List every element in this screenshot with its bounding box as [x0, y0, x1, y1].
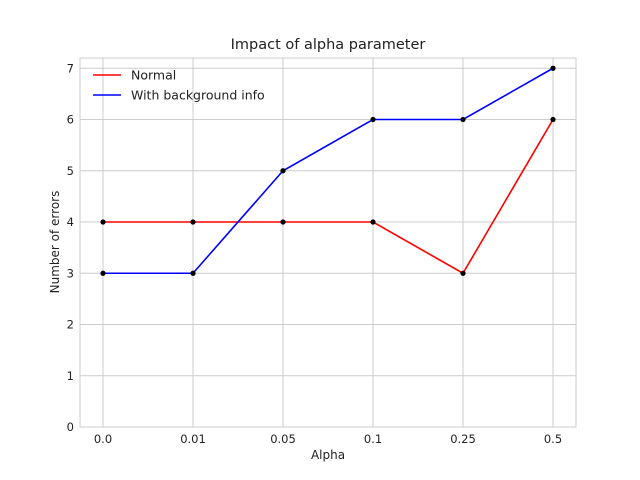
x-tick-label: 0.5	[544, 432, 562, 446]
series-layer	[100, 65, 556, 276]
data-point-background-info	[550, 65, 556, 71]
data-point-normal	[190, 219, 196, 225]
data-point-background-info	[100, 270, 106, 276]
y-tick-label: 0	[67, 420, 74, 434]
x-tick-label: 0.0	[94, 432, 112, 446]
grid	[80, 58, 576, 428]
x-tick-label: 0.05	[270, 432, 296, 446]
data-point-normal	[100, 219, 106, 225]
x-axis-label: Alpha	[311, 448, 345, 462]
tick-labels: 0.0 0.01 0.05 0.1 0.25 0.5 0 1 2 3 4 5 6 7	[67, 61, 562, 446]
series-line-background-info	[103, 67, 554, 275]
y-tick-label: 4	[67, 215, 74, 229]
data-point-background-info	[460, 116, 466, 123]
legend-label-normal: Normal	[131, 68, 176, 83]
data-point-background-info	[370, 116, 376, 123]
y-tick-label: 1	[67, 369, 74, 383]
data-point-normal	[370, 219, 376, 225]
data-point-background-info	[190, 270, 196, 276]
y-tick-label: 7	[67, 61, 74, 75]
chart-title: Impact of alpha parameter	[231, 37, 426, 53]
y-tick-label: 6	[67, 113, 74, 127]
x-tick-label: 0.01	[180, 432, 206, 446]
data-point-normal	[550, 116, 556, 123]
x-tick-label: 0.25	[450, 432, 476, 446]
data-point-normal	[460, 270, 466, 276]
x-tick-label: 0.1	[364, 432, 382, 446]
legend: Normal With background info	[93, 68, 265, 103]
y-tick-label: 2	[67, 318, 74, 332]
y-tick-label: 5	[67, 164, 74, 178]
y-tick-label: 3	[67, 266, 74, 280]
legend-label-background-info: With background info	[131, 88, 265, 103]
data-point-background-info	[280, 168, 286, 174]
data-point-normal	[280, 219, 286, 225]
y-axis-label: Number of errors	[48, 191, 62, 294]
series-line-normal	[103, 119, 554, 275]
plot-frame	[79, 57, 577, 428]
